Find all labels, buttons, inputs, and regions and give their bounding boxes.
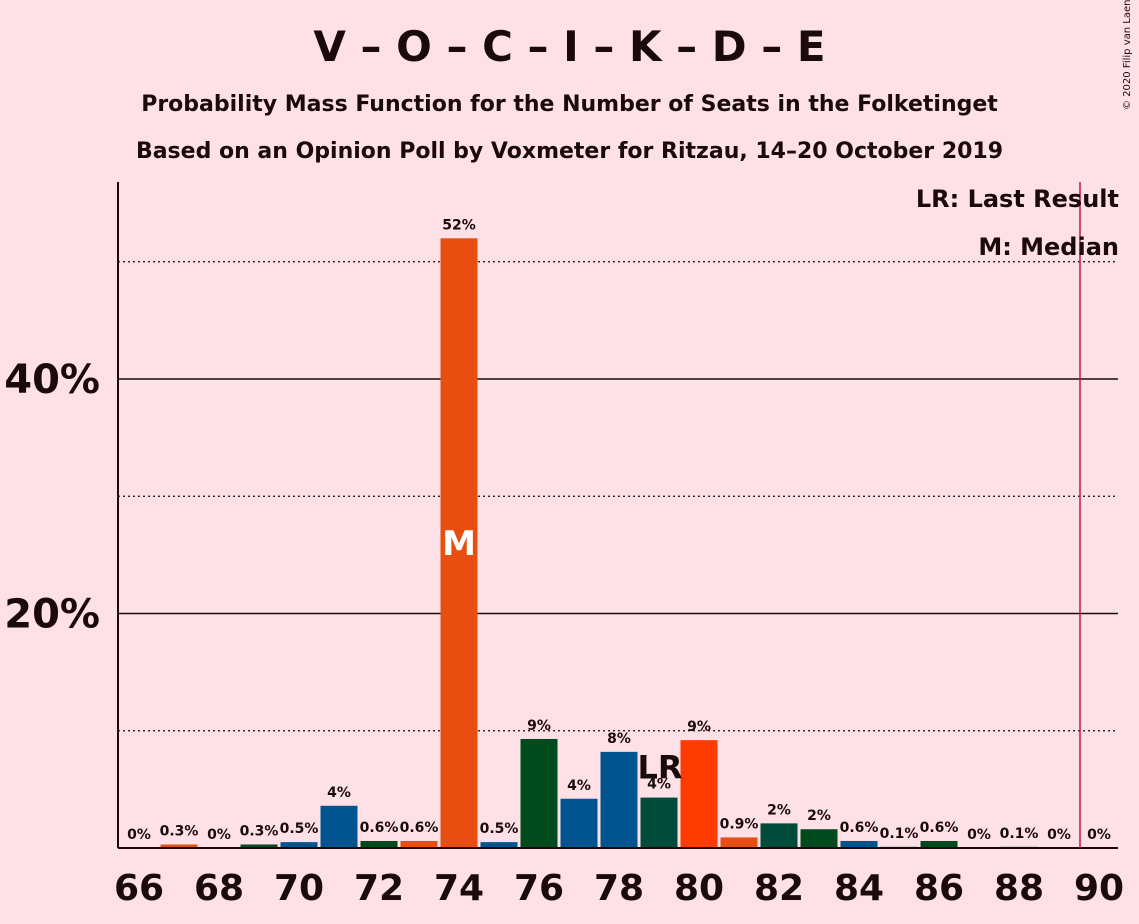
x-tick-label: 90 xyxy=(1074,868,1124,909)
bar xyxy=(320,805,358,848)
data-label: 4% xyxy=(647,777,671,793)
y-tick-label: 20% xyxy=(4,592,100,638)
bar xyxy=(400,840,438,848)
x-tick-label: 76 xyxy=(514,868,564,909)
median-marker: M xyxy=(442,524,476,564)
data-label: 0.5% xyxy=(280,821,319,837)
x-tick-label: 78 xyxy=(594,868,644,909)
x-tick-label: 86 xyxy=(914,868,964,909)
data-label: 4% xyxy=(567,778,591,794)
bar xyxy=(360,840,398,848)
data-label: 9% xyxy=(687,719,711,735)
data-label: 0% xyxy=(1047,827,1071,843)
legend-last-result: LR: Last Result xyxy=(915,185,1119,213)
bar xyxy=(800,829,838,848)
x-tick-label: 82 xyxy=(754,868,804,909)
bar xyxy=(560,798,598,848)
bar xyxy=(720,837,758,848)
data-label: 0% xyxy=(1087,827,1111,843)
data-label: 2% xyxy=(807,808,831,824)
data-label: 0% xyxy=(967,827,991,843)
x-tick-label: 72 xyxy=(354,868,404,909)
bar xyxy=(640,797,678,848)
data-label: 0% xyxy=(207,827,231,843)
bar xyxy=(240,844,278,848)
x-tick-label: 88 xyxy=(994,868,1044,909)
bar xyxy=(440,238,478,849)
bar xyxy=(520,738,558,848)
bar xyxy=(600,751,638,848)
last-result-marker: LR xyxy=(637,749,682,787)
x-tick-label: 74 xyxy=(434,868,484,909)
data-label: 0.5% xyxy=(480,821,519,837)
data-label: 0.3% xyxy=(160,823,199,839)
data-label: 8% xyxy=(607,731,631,747)
data-label: 0% xyxy=(127,827,151,843)
x-tick-label: 70 xyxy=(274,868,324,909)
chart-subtitle-source: Based on an Opinion Poll by Voxmeter for… xyxy=(135,139,1004,164)
data-label: 9% xyxy=(527,718,551,734)
chart-title: V – O – C – I – K – D – E xyxy=(313,22,826,71)
bar xyxy=(840,840,878,848)
data-label: 52% xyxy=(442,217,476,233)
bar xyxy=(760,823,798,848)
data-label: 0.3% xyxy=(240,823,279,839)
data-label: 0.6% xyxy=(840,820,879,836)
legend-median: M: Median xyxy=(978,233,1119,261)
data-label: 0.6% xyxy=(920,820,959,836)
bar xyxy=(480,842,518,848)
bar xyxy=(680,740,718,848)
data-label: 0.9% xyxy=(720,816,759,832)
data-label: 0.6% xyxy=(360,820,399,836)
x-tick-label: 66 xyxy=(114,868,164,909)
bar xyxy=(920,840,958,848)
x-tick-label: 84 xyxy=(834,868,884,909)
bar xyxy=(280,842,318,848)
y-tick-label: 40% xyxy=(4,357,100,403)
bar xyxy=(160,844,198,848)
data-label: 0.6% xyxy=(400,820,439,836)
x-tick-label: 80 xyxy=(674,868,724,909)
data-label: 2% xyxy=(767,802,791,818)
x-tick-label: 68 xyxy=(194,868,244,909)
data-label: 4% xyxy=(327,785,351,801)
data-label: 0.1% xyxy=(880,826,919,842)
chart-subtitle: Probability Mass Function for the Number… xyxy=(141,92,998,117)
data-label: 0.1% xyxy=(1000,826,1039,842)
